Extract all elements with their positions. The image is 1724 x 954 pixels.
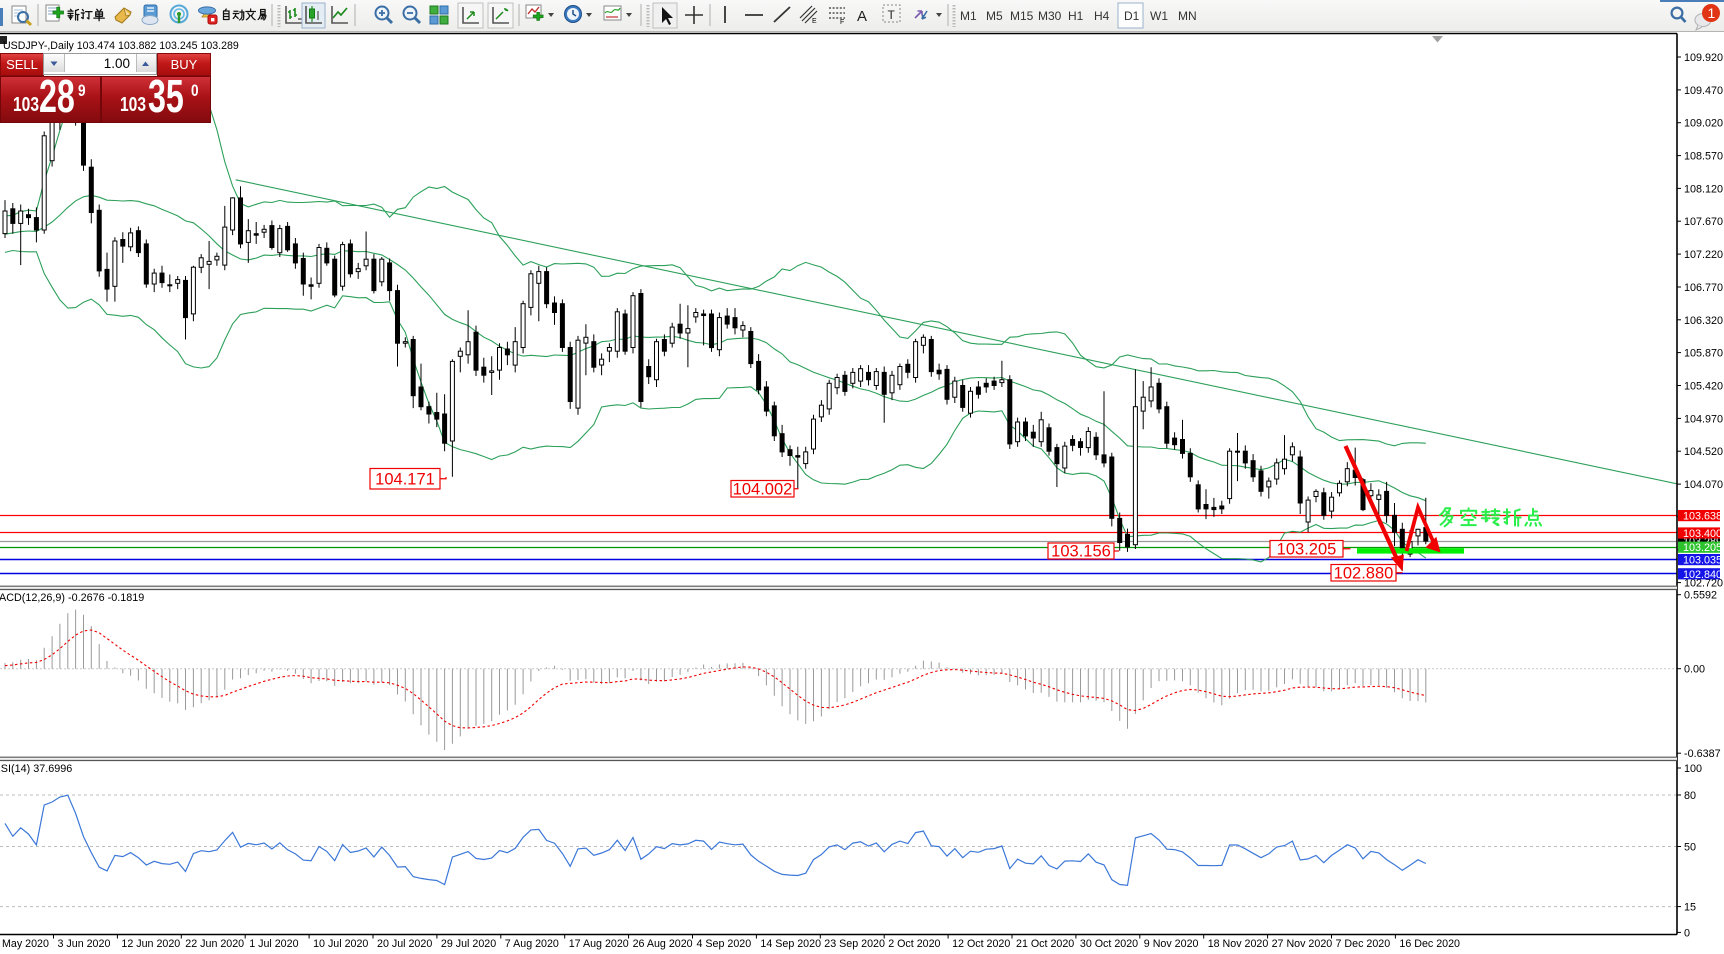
svg-text:100: 100: [1684, 763, 1702, 775]
svg-text:May 2020: May 2020: [2, 938, 49, 950]
svg-text:M1: M1: [960, 9, 977, 23]
svg-text:0.00: 0.00: [1684, 664, 1705, 676]
svg-text:102.840: 102.840: [1683, 569, 1722, 581]
svg-text:107.670: 107.670: [1684, 216, 1723, 228]
svg-text:7 Aug 2020: 7 Aug 2020: [505, 938, 559, 950]
svg-text:104.070: 104.070: [1684, 479, 1723, 491]
svg-text:MACD(12,26,9) -0.2676 -0.1819: MACD(12,26,9) -0.2676 -0.1819: [0, 592, 144, 604]
svg-text:M5: M5: [986, 9, 1003, 23]
svg-text:1: 1: [1708, 5, 1716, 21]
svg-text:29 Jul 2020: 29 Jul 2020: [441, 938, 496, 950]
svg-text:50: 50: [1684, 842, 1696, 854]
svg-text:D1: D1: [1124, 9, 1140, 23]
svg-text:104.171: 104.171: [375, 470, 435, 488]
svg-text:2 Oct 2020: 2 Oct 2020: [888, 938, 940, 950]
svg-text:M15: M15: [1010, 9, 1034, 23]
svg-text:80: 80: [1684, 790, 1696, 802]
svg-text:F: F: [840, 19, 844, 26]
svg-text:21 Oct 2020: 21 Oct 2020: [1016, 938, 1074, 950]
svg-text:109.020: 109.020: [1684, 118, 1723, 130]
svg-text:104.970: 104.970: [1684, 413, 1723, 425]
svg-text:104.520: 104.520: [1684, 446, 1723, 458]
svg-text:14 Sep 2020: 14 Sep 2020: [760, 938, 821, 950]
svg-text:27 Nov 2020: 27 Nov 2020: [1272, 938, 1333, 950]
svg-text:USDJPY-,Daily 103.474 103.882: USDJPY-,Daily 103.474 103.882 103.245 10…: [3, 40, 239, 52]
svg-text:12 Oct 2020: 12 Oct 2020: [952, 938, 1010, 950]
svg-text:1 Jul 2020: 1 Jul 2020: [249, 938, 298, 950]
svg-text:103.400: 103.400: [1683, 528, 1722, 540]
svg-text:22 Jun 2020: 22 Jun 2020: [185, 938, 244, 950]
svg-text:12 Jun 2020: 12 Jun 2020: [121, 938, 180, 950]
svg-text:103.035: 103.035: [1683, 555, 1722, 567]
svg-text:103.205: 103.205: [1277, 540, 1337, 558]
svg-text:7 Dec 2020: 7 Dec 2020: [1336, 938, 1391, 950]
svg-text:23 Sep 2020: 23 Sep 2020: [824, 938, 885, 950]
svg-text:9 Nov 2020: 9 Nov 2020: [1144, 938, 1199, 950]
svg-text:RSI(14) 37.6996: RSI(14) 37.6996: [0, 763, 72, 775]
svg-text:105.870: 105.870: [1684, 348, 1723, 360]
svg-text:3 Jun 2020: 3 Jun 2020: [58, 938, 111, 950]
svg-text:30 Oct 2020: 30 Oct 2020: [1080, 938, 1138, 950]
svg-text:15: 15: [1684, 902, 1696, 914]
svg-text:10 Jul 2020: 10 Jul 2020: [313, 938, 368, 950]
svg-text:109.920: 109.920: [1684, 52, 1723, 64]
svg-text:102.720: 102.720: [1684, 578, 1723, 590]
svg-text:105.420: 105.420: [1684, 381, 1723, 393]
svg-text:-0.6387: -0.6387: [1684, 748, 1721, 760]
svg-text:E: E: [812, 18, 817, 25]
svg-text:108.120: 108.120: [1684, 183, 1723, 195]
svg-text:104.002: 104.002: [733, 480, 793, 498]
svg-text:M30: M30: [1038, 9, 1062, 23]
svg-text:T: T: [888, 8, 896, 22]
svg-text:H1: H1: [1068, 9, 1084, 23]
svg-text:108.570: 108.570: [1684, 151, 1723, 163]
svg-text:16 Dec 2020: 16 Dec 2020: [1399, 938, 1460, 950]
svg-text:20 Jul 2020: 20 Jul 2020: [377, 938, 432, 950]
svg-text:A: A: [857, 8, 867, 25]
svg-text:109.470: 109.470: [1684, 85, 1723, 97]
svg-text:W1: W1: [1150, 9, 1168, 23]
svg-text:MN: MN: [1178, 9, 1197, 23]
svg-text:H4: H4: [1094, 9, 1110, 23]
svg-text:107.220: 107.220: [1684, 249, 1723, 261]
svg-text:26 Aug 2020: 26 Aug 2020: [633, 938, 693, 950]
svg-text:103.638: 103.638: [1683, 511, 1722, 523]
svg-text:106.770: 106.770: [1684, 282, 1723, 294]
svg-text:17 Aug 2020: 17 Aug 2020: [569, 938, 629, 950]
svg-text:4 Sep 2020: 4 Sep 2020: [697, 938, 752, 950]
svg-text:106.320: 106.320: [1684, 315, 1723, 327]
svg-text:18 Nov 2020: 18 Nov 2020: [1208, 938, 1269, 950]
svg-text:102.880: 102.880: [1334, 564, 1394, 582]
svg-text:103.156: 103.156: [1051, 543, 1111, 561]
svg-text:103.205: 103.205: [1683, 542, 1722, 554]
svg-text:0: 0: [1684, 927, 1690, 939]
svg-text:0.5592: 0.5592: [1684, 590, 1717, 602]
